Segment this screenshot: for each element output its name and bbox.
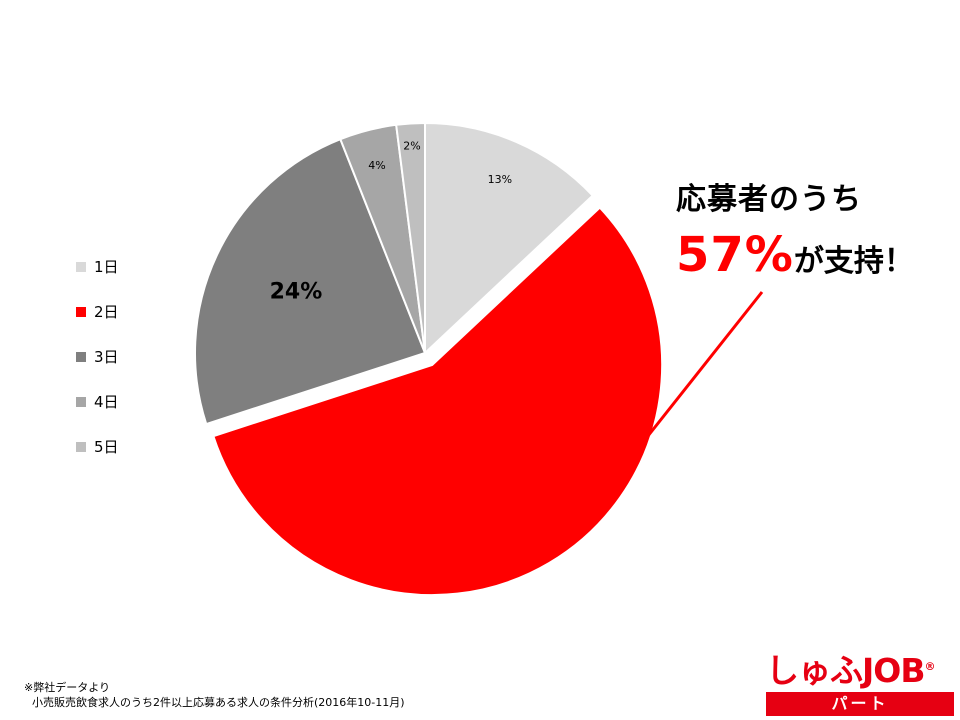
data-label: 4%: [368, 159, 385, 172]
callout-pointer-line: [638, 291, 764, 447]
legend-item: 2日: [76, 289, 119, 334]
logo-tagline: パート: [766, 692, 954, 716]
legend-label: 5日: [94, 438, 119, 456]
pie-slice-1: [424, 121, 595, 356]
legend-item: 5日: [76, 424, 119, 469]
brand-logo: しゅふJOB® パート: [766, 648, 956, 716]
legend-swatch: [76, 351, 86, 362]
legend-label: 2日: [94, 303, 119, 321]
data-label: 13%: [488, 173, 512, 186]
data-label: 2%: [403, 139, 420, 152]
legend-swatch: [76, 396, 86, 407]
legend-label: 3日: [94, 348, 119, 366]
callout-suffix: が支持！: [793, 244, 914, 279]
data-label: 24%: [270, 279, 323, 304]
pie-slice-5: [395, 121, 426, 354]
pie-slice-2: [212, 206, 664, 597]
legend-swatch: [76, 261, 86, 272]
footnote-detail: 小売販売飲食求人のうち2件以上応募ある求人の条件分析(2016年10-11月): [32, 696, 405, 709]
legend-swatch: [76, 441, 86, 452]
legend-label: 1日: [94, 258, 119, 276]
legend-swatch: [76, 306, 86, 317]
legend: 1日 2日 3日 4日 5日: [76, 244, 119, 469]
callout-heading: 応募者のうち: [676, 182, 862, 217]
legend-label: 4日: [94, 393, 119, 411]
callout-percent: 57%: [676, 227, 794, 283]
footnote: ※弊社データより 小売販売飲食求人のうち2件以上応募ある求人の条件分析(2016…: [24, 680, 405, 710]
callout-highlight: 57%が支持！: [676, 220, 914, 297]
legend-item: 3日: [76, 334, 119, 379]
registered-mark-icon: ®: [924, 660, 935, 673]
legend-item: 1日: [76, 244, 119, 289]
logo-text: しゅふJOB: [766, 651, 925, 690]
legend-item: 4日: [76, 379, 119, 424]
callout: 応募者のうち 57%が支持！: [676, 180, 914, 297]
logo-wordmark: しゅふJOB®: [766, 648, 956, 690]
footnote-source: ※弊社データより: [24, 681, 110, 694]
